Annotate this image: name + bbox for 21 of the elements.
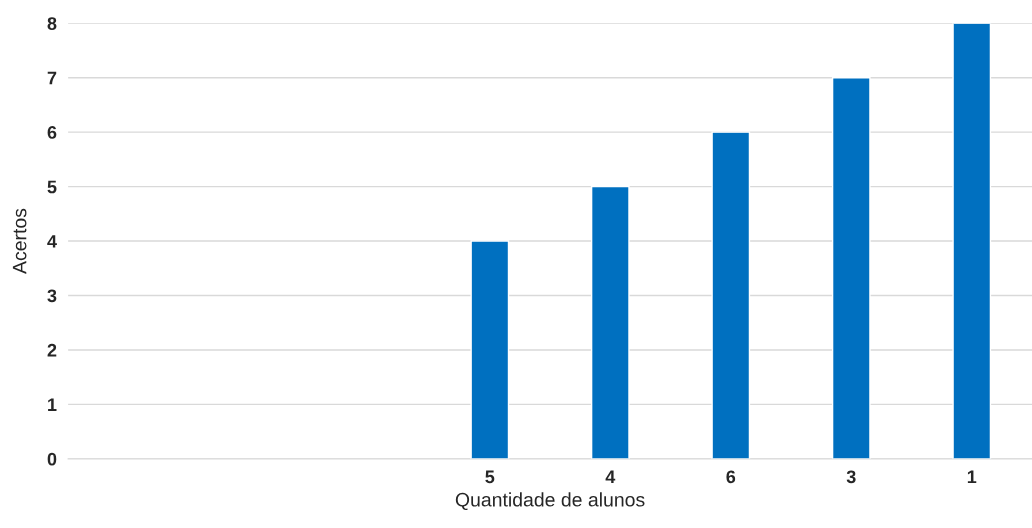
y-tick-label: 2 (47, 343, 57, 357)
y-tick-label: 6 (47, 126, 57, 139)
bar (590, 185, 630, 459)
y-tick-label: 1 (48, 398, 57, 411)
x-tick-label: 3 (846, 470, 856, 484)
x-tick-label: 4 (605, 470, 616, 484)
y-tick-label: 5 (47, 180, 57, 194)
x-axis-title: Quantidade de alunos (455, 492, 645, 511)
x-tick-label: 6 (726, 470, 736, 484)
y-axis-title: Acertos (12, 208, 27, 274)
x-tick-label: 5 (485, 470, 495, 484)
x-tick-label: 1 (967, 470, 977, 484)
y-tick-label: 8 (47, 17, 57, 30)
bar (470, 240, 510, 459)
bar (711, 131, 751, 459)
y-tick-label: 3 (47, 289, 57, 303)
y-tick-label: 0 (47, 452, 57, 466)
bar (831, 76, 871, 459)
y-tick-label: 7 (47, 71, 57, 85)
y-tick-label: 4 (47, 235, 57, 248)
bar (952, 23, 992, 459)
